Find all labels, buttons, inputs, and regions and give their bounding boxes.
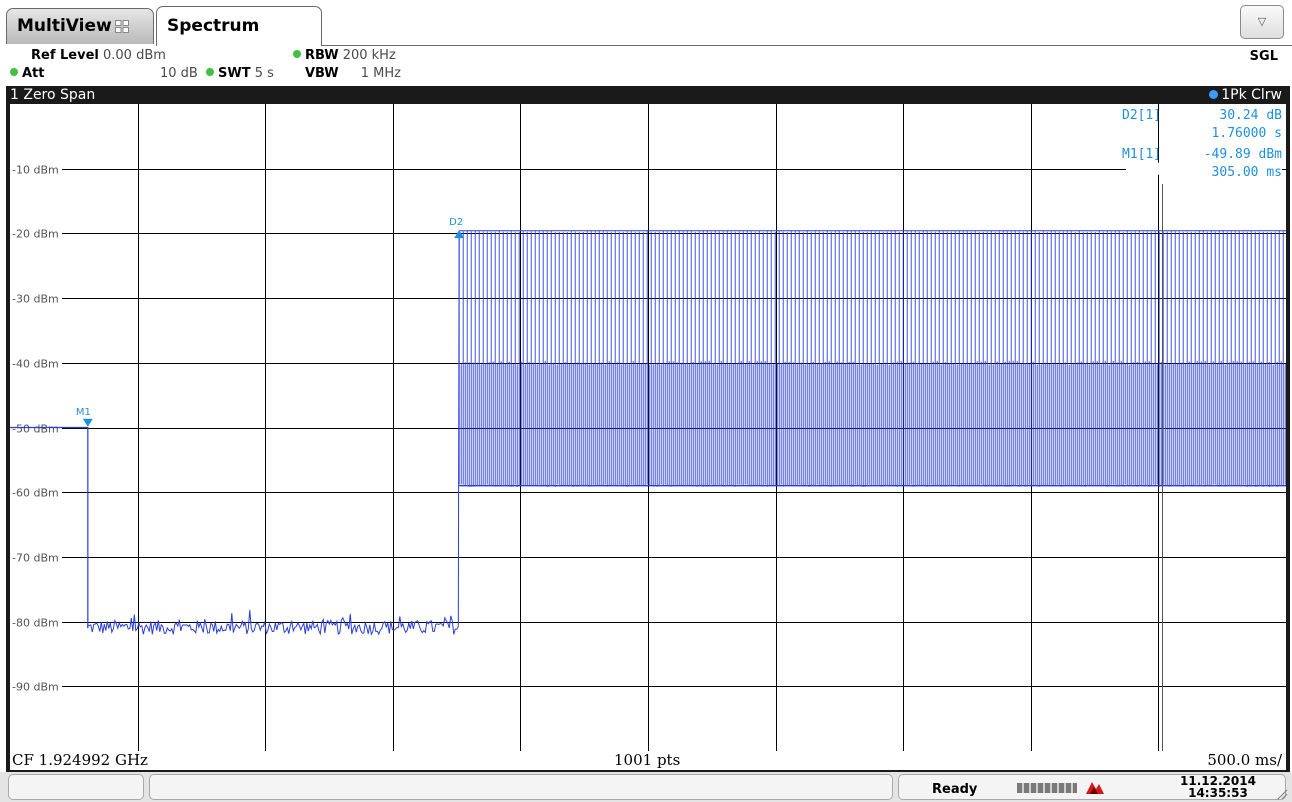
status-field-1[interactable] [8,774,144,800]
rbw-value: 200 kHz [342,48,396,63]
status-bar: Ready 11.12.2014 14:35:53 [0,772,1292,802]
trace-noise-floor [87,230,460,636]
diagram-title-bar: 1 Zero Span 1Pk Clrw [6,86,1290,104]
ref-level-setting[interactable]: Ref Level 0.00 dBm [31,48,166,63]
y-tick-label: -90 dBm [12,681,59,694]
trace-pre-segment [10,426,89,629]
vbw-label: VBW [305,66,339,81]
sweep-points[interactable]: 1001 pts [614,751,681,769]
y-tick-label: -50 dBm [12,423,59,436]
dropdown-button[interactable]: ▽ [1240,5,1284,39]
tab-bar: MultiView Spectrum ▽ [0,0,1292,46]
tab-underline [322,45,1292,46]
trace-1 [10,230,1286,636]
y-tick-label: -30 dBm [12,293,59,306]
coupled-indicator-icon [293,50,301,58]
center-frequency[interactable]: CF 1.924992 GHz [12,751,148,769]
triangle-down-icon: ▽ [1257,15,1267,28]
d2-time: 1.76000 s [1212,126,1282,141]
diagram-footer: CF 1.924992 GHz 1001 pts 500.0 ms/ [10,751,1286,770]
y-tick-label: -60 dBm [12,487,59,500]
tab-multiview-label: MultiView [17,16,112,36]
y-tick-label: -80 dBm [12,617,59,630]
y-tick-label: -70 dBm [12,552,59,565]
trace-indicator-label: 1Pk Clrw [1221,87,1282,103]
m1-marker-triangle-icon[interactable] [82,418,93,427]
att-value: 10 dB [160,66,198,81]
rbw-label: RBW [305,48,339,63]
d2-marker-triangle-icon[interactable] [454,230,465,239]
trace-burst-segment [458,230,1286,487]
readout-backdrop [1126,162,1282,175]
y-tick-labels: -10 dBm -20 dBm -30 dBm -40 dBm -50 dBm -60 d… [12,164,59,694]
coupled-indicator-icon [10,68,18,76]
diagram-window: 1 Zero Span 1Pk Clrw -10 dBm -20 dBm -30 d… [6,86,1290,772]
time-label: 14:35:53 [1188,786,1248,800]
date-time: 11.12.2014 14:35:53 [1180,775,1256,799]
diagram-title: 1 Zero Span [10,87,96,103]
m1-level: -49.89 dBm [1204,147,1282,162]
plot-grid [62,104,1286,751]
instrument-status: Ready [932,782,978,797]
time-per-division[interactable]: 500.0 ms/ [1207,751,1282,769]
sweep-mode-indicator[interactable]: SGL [1249,49,1278,64]
att-setting[interactable]: Att [10,66,45,81]
vbw-value: 1 MHz [360,66,401,81]
tab-spectrum-label: Spectrum [167,16,260,36]
resize-grip-icon[interactable] [1276,788,1288,800]
m1-name: M1[1] [1122,147,1161,162]
tab-multiview[interactable]: MultiView [6,8,154,44]
d2-level: 30.24 dB [1219,108,1282,123]
ref-level-value: 0.00 dBm [103,48,166,63]
y-tick-label: -20 dBm [12,228,59,241]
status-field-2[interactable] [149,774,893,800]
marker-readout[interactable]: D2[1] 30.24 dB 1.76000 s M1[1] -49.89 dB… [1122,108,1282,180]
settings-header[interactable]: Ref Level 0.00 dBm RBW 200 kHz Att 10 dB… [0,47,1292,85]
trace-color-icon [1209,90,1219,99]
att-swt-setting[interactable]: 10 dB SWT 5 s [160,66,274,81]
m1-marker-label: M1 [76,407,91,418]
swt-label: SWT [218,66,251,81]
y-tick-label: -40 dBm [12,358,59,371]
measurement-progress-bar [1017,783,1077,793]
multiview-grid-icon [115,20,129,33]
m1-time: 305.00 ms [1212,165,1282,180]
spectrum-plot[interactable]: -10 dBm -20 dBm -30 dBm -40 dBm -50 dBm -60 d… [10,104,1286,751]
swt-value: 5 s [254,66,274,81]
d2-marker-label: D2 [449,217,463,228]
marker-lines [1126,162,1282,751]
vbw-setting[interactable]: VBW 1 MHz [305,66,401,81]
trace-indicator[interactable]: 1Pk Clrw [1209,86,1282,104]
coupled-indicator-icon [206,68,214,76]
att-label: Att [22,66,45,81]
y-tick-label: -10 dBm [12,164,59,177]
tab-spectrum[interactable]: Spectrum [156,6,322,46]
d2-name: D2[1] [1122,108,1161,123]
ref-level-label: Ref Level [31,48,99,63]
rbw-setting[interactable]: RBW 200 kHz [293,48,396,63]
lxi-network-icon [1086,782,1104,794]
date-label: 11.12.2014 [1180,774,1256,788]
